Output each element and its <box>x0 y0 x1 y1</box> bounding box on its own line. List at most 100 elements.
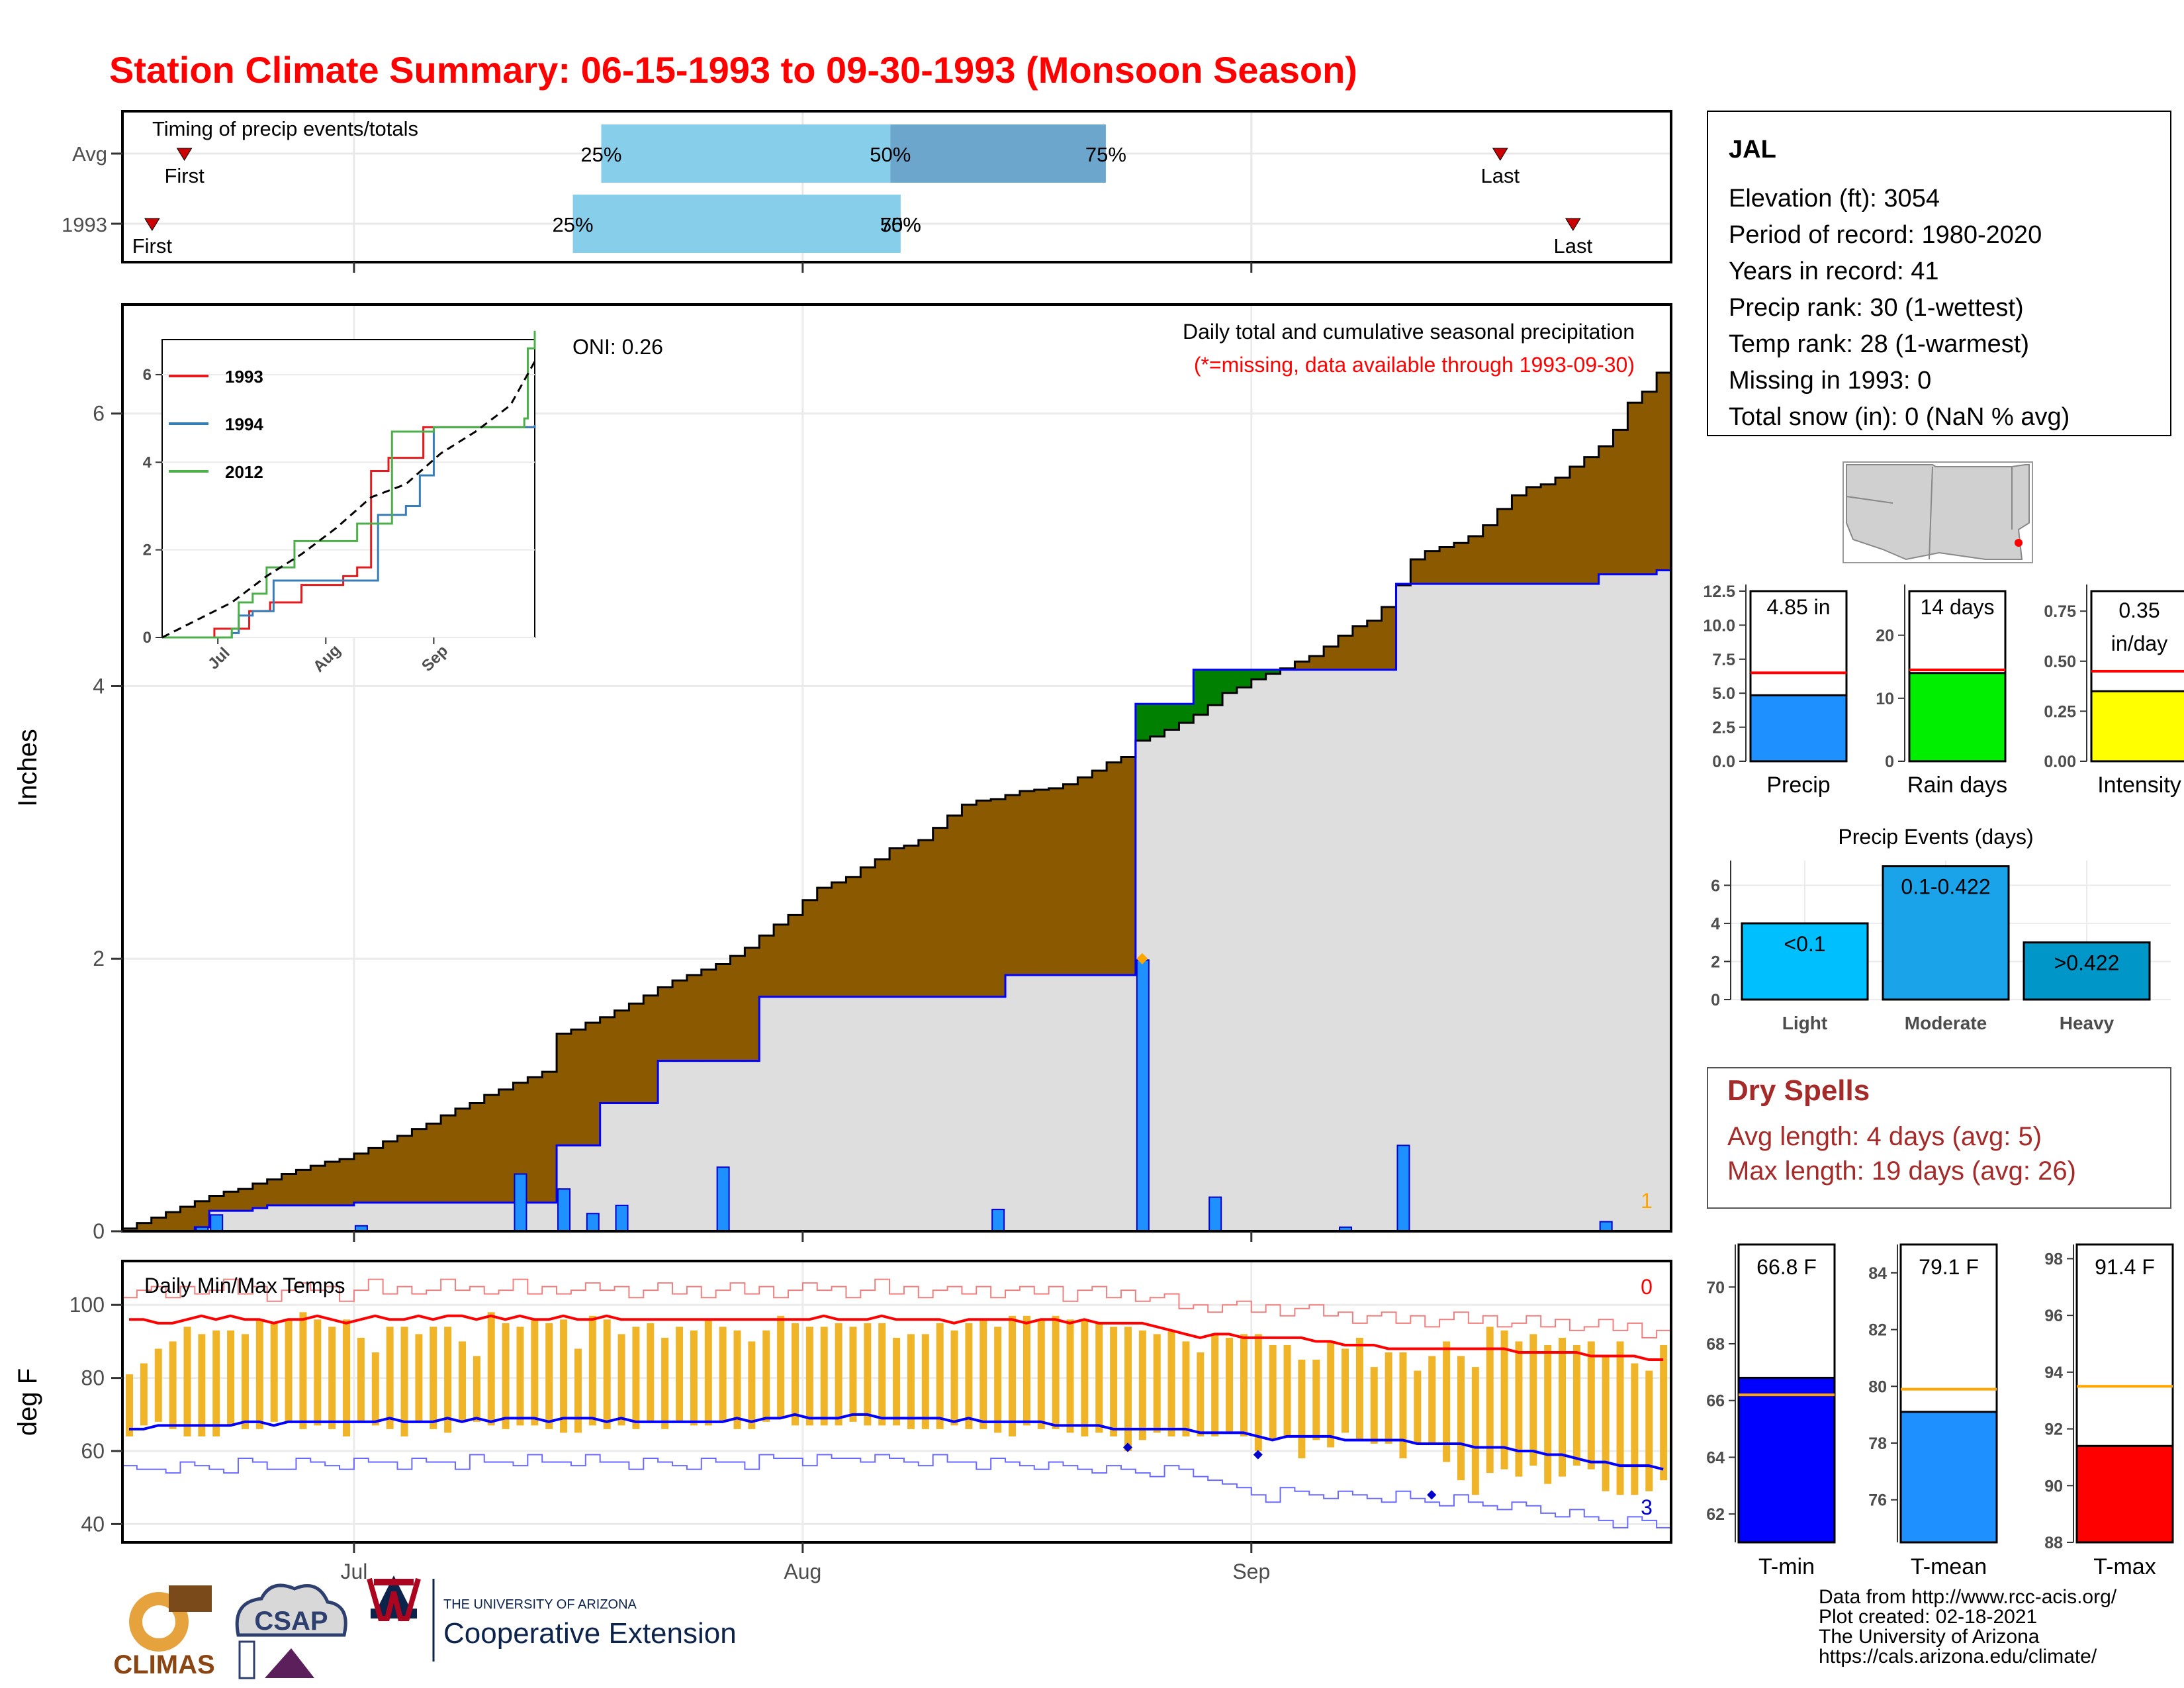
daily-temp-bar <box>936 1323 944 1429</box>
inset-legend-1994: 1994 <box>225 414 263 434</box>
daily-temp-bar <box>690 1330 698 1426</box>
temp-bar-ytick-label: 98 <box>2044 1250 2063 1268</box>
x-tick-label: Jul <box>340 1560 367 1583</box>
daily-temp-bar <box>1081 1319 1089 1436</box>
precip-deficit-band <box>238 1189 253 1211</box>
precip-deficit-band <box>281 1174 296 1205</box>
daily-temp-bar <box>531 1319 539 1426</box>
temp-summary-bars: 66.8 F 62 64 66 68 70 T-min 79.1 F 76 78 80 82 84 T-m… <box>1706 1243 2174 1579</box>
daily-temp-bar <box>502 1323 510 1429</box>
precip-deficit-band <box>180 1206 195 1231</box>
station-info-line: Total snow (in): 0 (NaN % avg) <box>1729 403 2070 431</box>
precip-deficit-band <box>629 1004 644 1103</box>
precip-surplus-band <box>1164 704 1179 730</box>
avg-min-temp-line <box>129 1413 1664 1471</box>
daily-temp-bar <box>270 1323 278 1422</box>
timing-last-label: Last <box>1553 234 1592 258</box>
summary-bar-precip <box>1749 694 1848 763</box>
precip-deficit-band <box>875 859 890 997</box>
temp-ytick-label: 40 <box>81 1512 105 1536</box>
temp-bar-ytick-label: 94 <box>2044 1364 2063 1382</box>
daily-precip-bar <box>586 1213 600 1233</box>
daily-temp-bar <box>357 1337 365 1422</box>
summary-ytick-label: 2.5 <box>1712 719 1735 737</box>
precip-deficit-band <box>846 876 861 997</box>
temp-bar-ytick-label: 70 <box>1706 1278 1725 1297</box>
summary-bar-value-label: 14 days <box>1920 595 1994 619</box>
daily-temp-bar <box>676 1327 684 1422</box>
daily-precip-bar <box>716 1166 730 1233</box>
daily-temp-bar <box>430 1327 437 1429</box>
daily-temp-bar <box>487 1312 495 1426</box>
daily-temp-bar <box>1254 1334 1262 1452</box>
daily-temp-bar <box>198 1334 206 1436</box>
events-ytick-label: 0 <box>1711 991 1720 1009</box>
precip-deficit-band <box>918 840 934 997</box>
daily-temp-bar <box>1486 1327 1494 1474</box>
temp-bar-ytick-label: 84 <box>1868 1264 1887 1283</box>
daily-temp-bar <box>371 1352 379 1426</box>
precip-surplus-band <box>1265 669 1281 674</box>
daily-temp-bar <box>1066 1319 1074 1433</box>
daily-temp-bar <box>299 1312 307 1429</box>
precip-deficit-band <box>195 1201 210 1227</box>
precip-deficit-band <box>165 1212 181 1231</box>
daily-temp-bar <box>1631 1363 1639 1495</box>
station-info-line: Precip rank: 30 (1-wettest) <box>1729 294 2024 322</box>
station-location-dot <box>2015 539 2023 547</box>
precip-deficit-band <box>224 1192 239 1211</box>
daily-temp-bar <box>719 1327 727 1422</box>
temp-bar-name: T-max <box>2093 1554 2156 1579</box>
precip-deficit-band <box>962 804 977 997</box>
oni-label: ONI: 0.26 <box>572 335 663 359</box>
precip-deficit-band <box>151 1217 167 1231</box>
timing-last-marker <box>1565 218 1581 231</box>
precip-surplus-band <box>1251 669 1267 680</box>
precip-deficit-band <box>1077 777 1093 975</box>
summary-bar-value-label: 4.85 in <box>1766 595 1830 619</box>
temp-bar-value-label: 91.4 F <box>2095 1255 2155 1279</box>
x-axis: Jul Aug Sep <box>340 262 1270 1583</box>
daily-temp-bar <box>647 1323 655 1422</box>
precip-deficit-band <box>774 924 789 997</box>
temp-ytick-label: 60 <box>81 1439 105 1463</box>
daily-temp-bar <box>1226 1337 1234 1433</box>
precip-deficit-band <box>484 1095 500 1203</box>
precip-surplus-band <box>1179 704 1194 724</box>
daily-temp-bar <box>328 1327 336 1429</box>
precip-missing-note: (*=missing, data available through 1993-… <box>1194 353 1635 377</box>
precip-deficit-band <box>325 1162 340 1205</box>
summary-bar-value-label: 0.35 <box>2118 598 2160 622</box>
daily-temp-bar <box>1457 1356 1465 1481</box>
precip-deficit-band <box>570 1029 586 1146</box>
summary-ytick-label: 0.0 <box>1712 753 1735 771</box>
temp-bar-ytick-label: 88 <box>2044 1534 2063 1552</box>
daily-temp-bar <box>1559 1337 1567 1477</box>
precip-deficit-band <box>1541 484 1556 585</box>
precip-deficit-band <box>1468 536 1484 585</box>
missing-count: 1 <box>1641 1189 1653 1213</box>
daily-precip-bar <box>1208 1196 1222 1233</box>
timing-last-marker <box>1492 148 1508 161</box>
precip-deficit-band <box>860 867 876 997</box>
timing-last-label: Last <box>1480 164 1520 187</box>
station-info-line: Missing in 1993: 0 <box>1729 367 1931 395</box>
timing-first-label: First <box>164 164 205 187</box>
precip-1993-cumulative-line <box>122 569 1671 1233</box>
ua-line-1: THE UNIVERSITY OF ARIZONA <box>443 1597 637 1612</box>
precip-note: Daily total and cumulative seasonal prec… <box>1183 320 1635 344</box>
daily-temp-bar <box>1544 1344 1552 1484</box>
summary-ytick-label: 0.75 <box>2044 602 2076 621</box>
temp-bar-t-min <box>1737 1376 1836 1544</box>
daily-temp-bar <box>994 1327 1002 1433</box>
daily-temp-bar <box>820 1327 828 1426</box>
events-bar-label: 0.1-0.422 <box>1901 875 1990 899</box>
daily-temp-bar <box>805 1327 813 1426</box>
daily-temp-bar <box>1240 1334 1248 1436</box>
precip-deficit-band <box>340 1158 355 1205</box>
daily-temp-bar <box>1529 1334 1537 1466</box>
events-bar-label: >0.422 <box>2054 951 2120 975</box>
x-tick-label: Sep <box>1232 1560 1270 1583</box>
